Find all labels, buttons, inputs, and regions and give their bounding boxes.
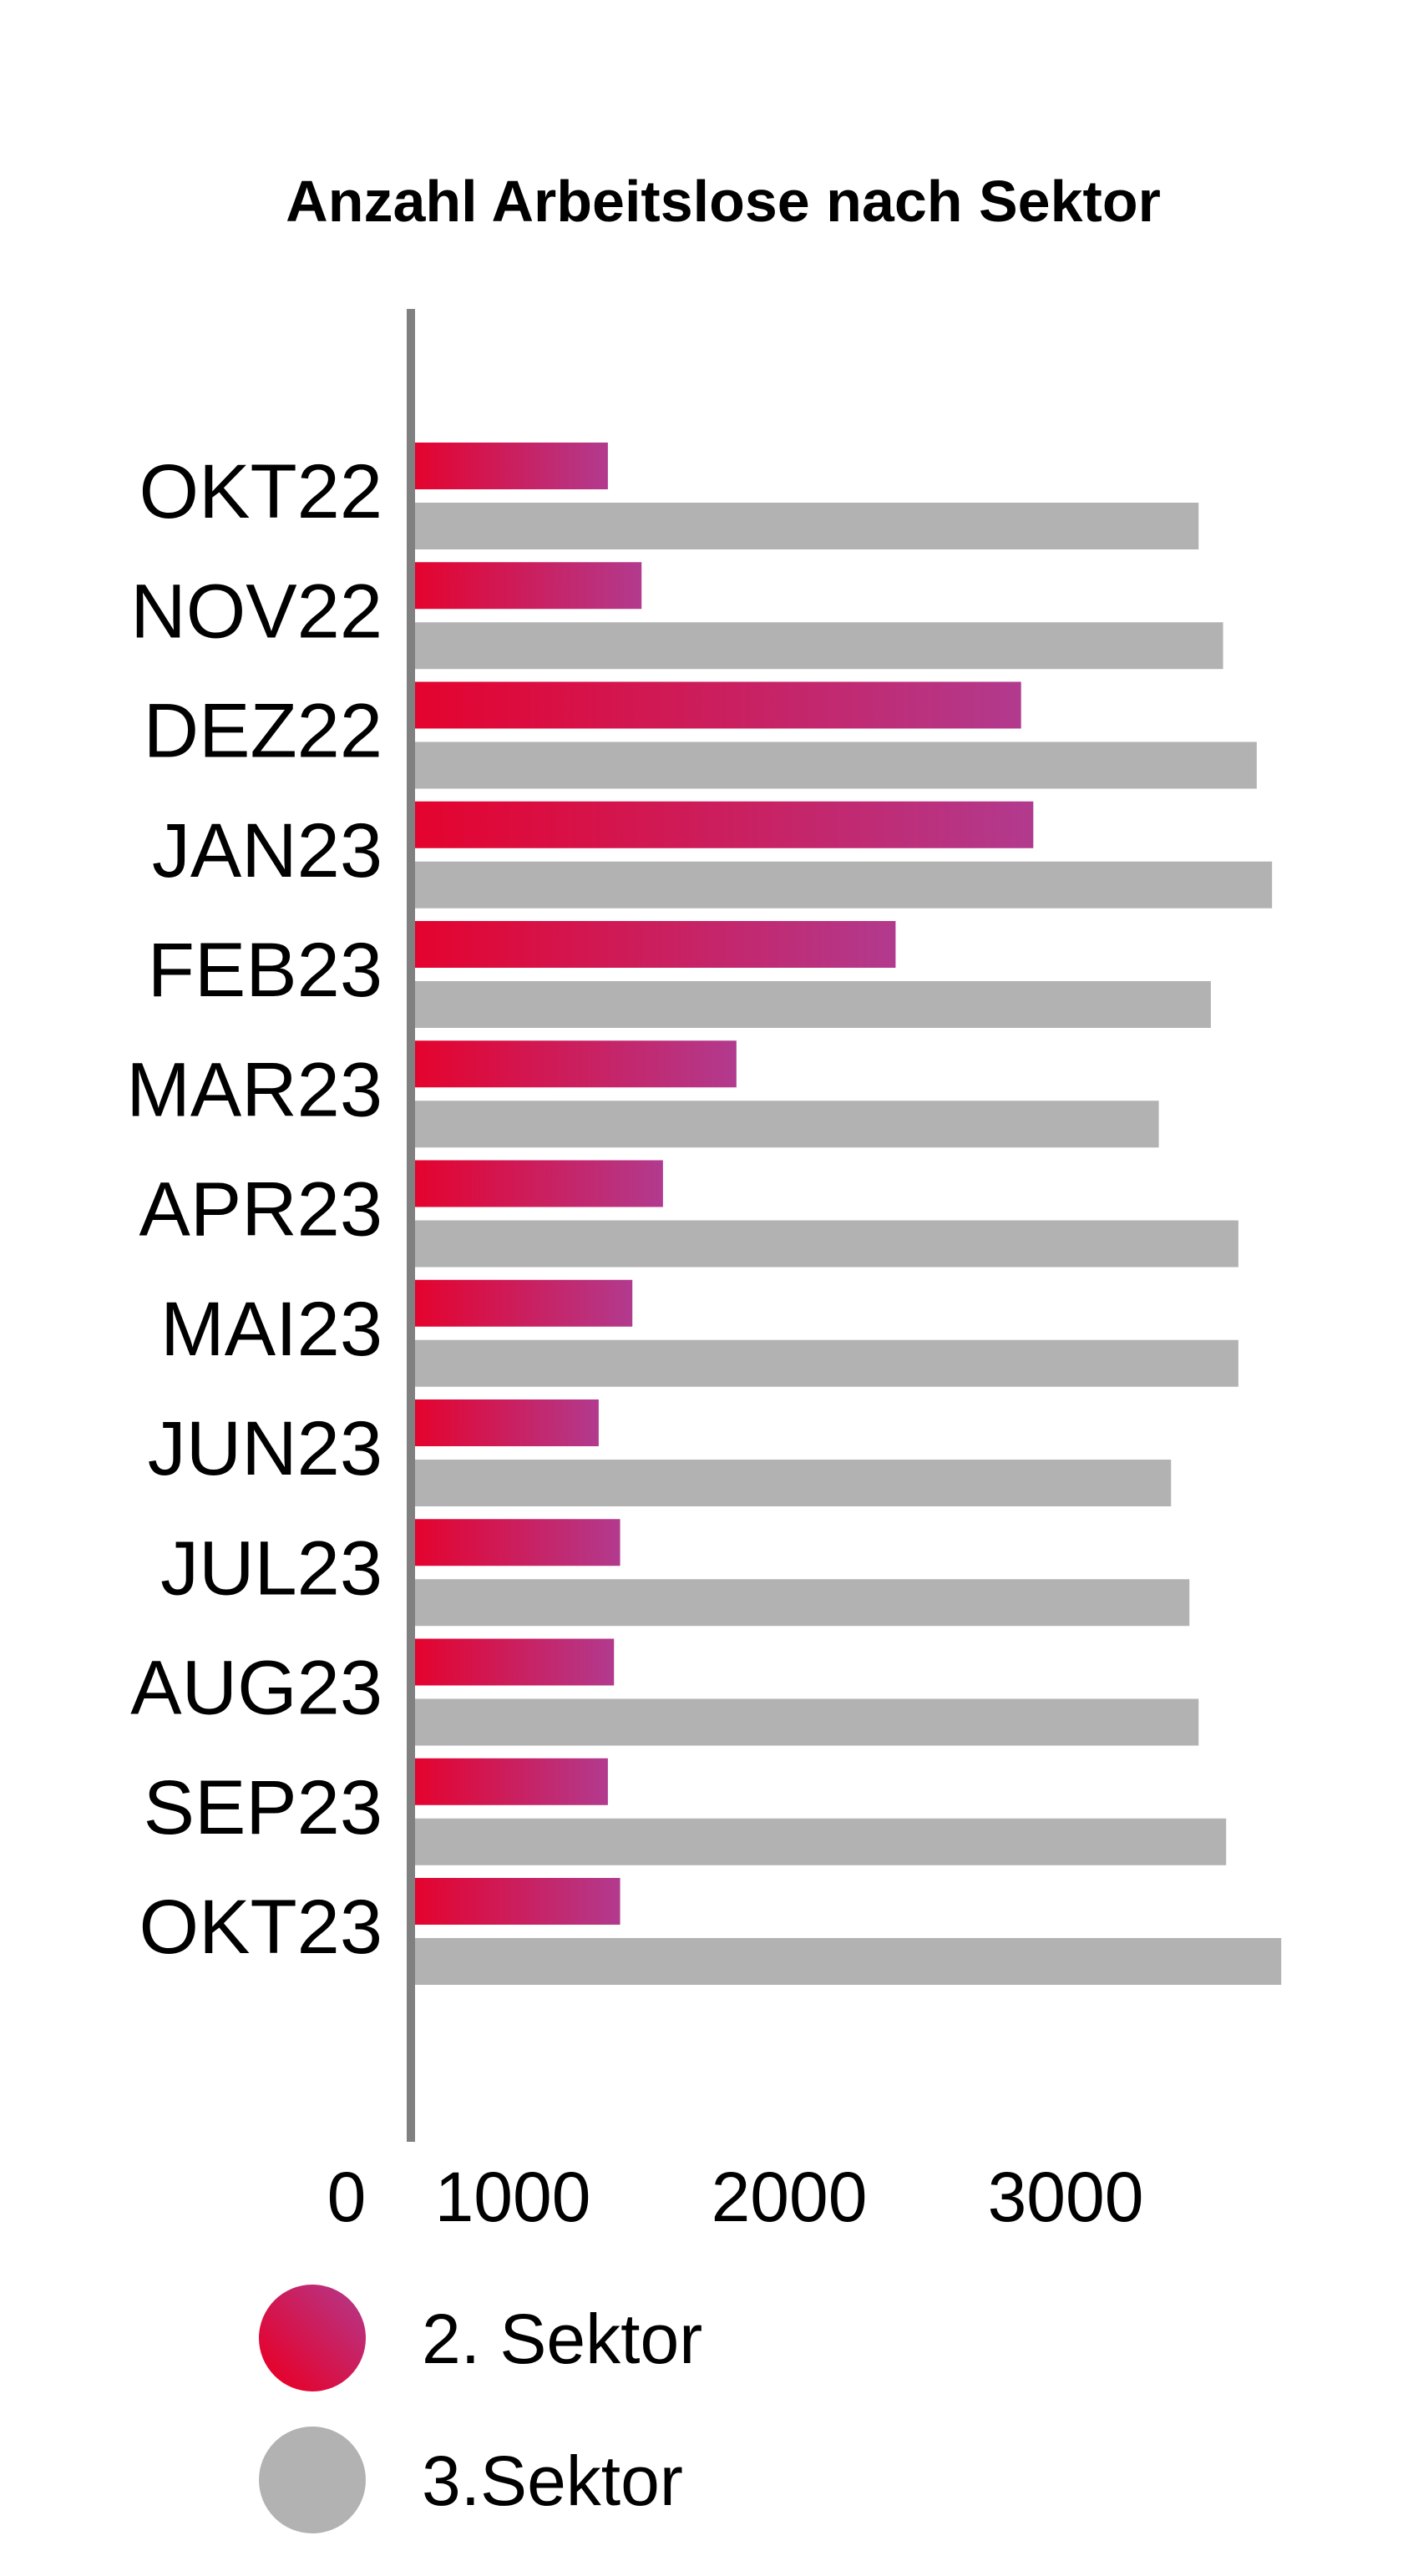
- x-tick-label-3000: 3000: [988, 2158, 1144, 2236]
- category-labels: OKT22 NOV22 DEZ22 JAN23 FEB23 MAR23 APR23 MAI23…: [126, 449, 382, 1970]
- bar-sektor3-okt22: [415, 503, 1199, 549]
- bar-sektor3-dez22: [415, 741, 1257, 789]
- bar-sektor3-jan23: [415, 861, 1273, 908]
- bar-sektor2-apr23: [415, 1160, 663, 1207]
- bar-sektor3-jul23: [415, 1579, 1190, 1627]
- bar-sektor2-okt22: [415, 443, 608, 489]
- category-label-dez22: DEZ22: [144, 689, 382, 774]
- category-label-nov22: NOV22: [130, 569, 382, 654]
- bar-sektor2-dez22: [415, 681, 1021, 729]
- bar-sektor2-sep23: [415, 1758, 608, 1805]
- bar-sektor2-aug23: [415, 1638, 615, 1686]
- bars-layer: [415, 443, 1282, 1985]
- x-tick-label-2000: 2000: [712, 2158, 868, 2236]
- bar-sektor3-nov22: [415, 622, 1223, 670]
- chart-title: Anzahl Arbeitslose nach Sektor: [286, 169, 1161, 234]
- x-tick-label-1000: 1000: [435, 2158, 591, 2236]
- legend-label-sektor3: 3.Sektor: [422, 2442, 683, 2520]
- category-label-sep23: SEP23: [144, 1765, 382, 1850]
- bar-sektor2-okt23: [415, 1878, 620, 1925]
- bar-sektor3-aug23: [415, 1698, 1199, 1746]
- legend-swatch-sektor3: [259, 2427, 366, 2533]
- bar-sektor2-jan23: [415, 801, 1034, 848]
- bar-sektor3-feb23: [415, 981, 1211, 1028]
- category-label-mar23: MAR23: [126, 1047, 382, 1132]
- category-label-okt23: OKT23: [139, 1885, 382, 1970]
- bar-sektor2-mai23: [415, 1279, 633, 1327]
- legend: 2. Sektor 3.Sektor: [259, 2285, 702, 2533]
- category-label-jun23: JUN23: [148, 1406, 382, 1491]
- bar-sektor3-sep23: [415, 1818, 1227, 1865]
- category-label-okt22: OKT22: [139, 449, 382, 534]
- legend-label-sektor2: 2. Sektor: [422, 2300, 702, 2378]
- x-tick-labels: 0 1000 2000 3000: [327, 2158, 1144, 2236]
- category-label-mai23: MAI23: [160, 1287, 382, 1372]
- bar-sektor2-mar23: [415, 1040, 737, 1088]
- bar-sektor3-apr23: [415, 1220, 1238, 1268]
- category-label-feb23: FEB23: [148, 928, 382, 1013]
- bar-sektor3-mai23: [415, 1339, 1238, 1387]
- category-label-jan23: JAN23: [152, 808, 382, 893]
- category-label-aug23: AUG23: [130, 1646, 382, 1731]
- x-tick-label-0: 0: [327, 2158, 367, 2236]
- bar-sektor2-jun23: [415, 1399, 599, 1446]
- bar-sektor3-mar23: [415, 1101, 1159, 1148]
- legend-swatch-sektor2: [259, 2285, 366, 2391]
- category-label-apr23: APR23: [139, 1167, 383, 1253]
- bar-sektor2-feb23: [415, 921, 896, 968]
- bar-sektor3-okt23: [415, 1938, 1282, 1985]
- bar-sektor2-jul23: [415, 1519, 620, 1566]
- bar-sektor2-nov22: [415, 562, 642, 610]
- category-label-jul23: JUL23: [160, 1526, 382, 1611]
- bar-sektor3-jun23: [415, 1460, 1172, 1506]
